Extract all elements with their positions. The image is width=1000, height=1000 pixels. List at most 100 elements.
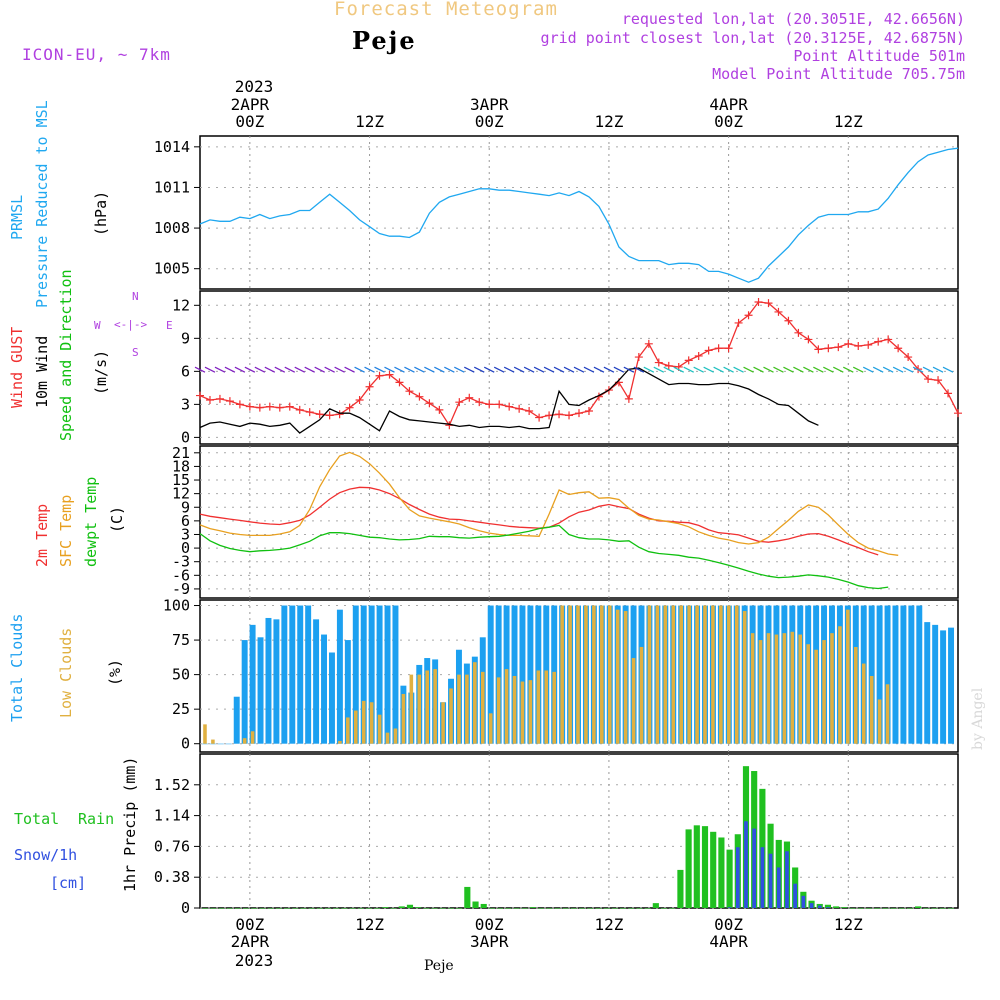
bar-low-clouds <box>742 611 747 744</box>
bar-total-clouds <box>257 637 264 744</box>
axis-date-label: 3APR <box>469 932 509 951</box>
wind-direction-arrow <box>463 366 475 373</box>
bar-total-clouds <box>948 627 955 744</box>
gust-marker <box>894 344 903 353</box>
model-altitude: Model Point Altitude 705.75m <box>712 65 965 83</box>
bar-total-rain <box>447 908 455 909</box>
bar-snow-1h <box>744 821 748 908</box>
wind-direction-arrow <box>553 366 565 373</box>
bar-low-clouds <box>401 693 406 744</box>
gust-marker <box>435 405 444 414</box>
gust-marker <box>704 346 713 355</box>
wind-direction-arrow <box>533 366 545 373</box>
wind-direction-arrow <box>743 366 754 373</box>
bar-total-rain <box>874 908 881 909</box>
bar-total-rain <box>456 908 463 909</box>
bar-total-clouds <box>368 605 375 744</box>
bar-low-clouds <box>449 688 453 744</box>
wind-direction-arrow <box>673 366 685 373</box>
bar-low-clouds <box>861 663 866 744</box>
gust-marker <box>196 391 204 400</box>
bar-low-clouds <box>814 649 818 744</box>
bar-low-clouds <box>711 605 715 744</box>
label-rain: Rain <box>78 810 115 828</box>
bar-snow-1h <box>776 867 781 908</box>
wind-direction-arrow <box>763 366 774 373</box>
gust-marker <box>584 406 593 415</box>
gust-marker <box>235 400 244 409</box>
bar-total-clouds <box>241 640 248 744</box>
bar-low-clouds <box>600 605 604 744</box>
bar-low-clouds <box>361 700 366 744</box>
wind-direction-arrow <box>374 366 385 373</box>
bar-total-rain <box>931 908 938 909</box>
bar-total-rain <box>431 908 438 909</box>
axis-hour-label: 00Z <box>474 915 504 934</box>
bar-low-clouds <box>592 605 596 744</box>
bar-low-clouds <box>734 605 739 744</box>
gust-marker <box>764 299 773 308</box>
gust-marker <box>744 311 753 320</box>
bar-total-rain <box>939 908 946 909</box>
gust-marker <box>385 370 394 379</box>
panel-frame <box>199 290 959 445</box>
panel-frame <box>199 135 959 290</box>
bar-low-clouds <box>631 658 636 744</box>
y-tick-label: 100 <box>163 597 190 615</box>
wind-direction-arrow <box>264 366 276 373</box>
bar-total-rain <box>357 908 364 909</box>
bar-snow-1h <box>801 895 806 908</box>
axis-date-label: 4APR <box>709 95 748 114</box>
bar-total-clouds <box>209 743 216 745</box>
gust-marker <box>205 395 214 404</box>
bar-total-rain <box>636 908 643 909</box>
bar-low-clouds <box>615 609 620 744</box>
bar-total-rain <box>308 908 315 909</box>
bar-total-clouds <box>297 605 304 744</box>
bar-total-clouds <box>328 652 335 744</box>
wind-direction-arrow <box>773 366 784 373</box>
wind-direction-arrow <box>922 366 934 373</box>
bar-low-clouds <box>695 605 699 744</box>
bar-total-clouds <box>336 609 343 744</box>
bar-total-clouds <box>233 696 240 744</box>
series-dewpt-temp <box>199 524 889 590</box>
bar-low-clouds <box>719 605 723 744</box>
bar-low-clouds <box>457 674 461 744</box>
axis-hour-label: 12Z <box>833 112 863 131</box>
bar-total-rain <box>587 908 594 909</box>
bar-total-rain <box>275 908 282 909</box>
wind-direction-arrow <box>523 366 535 373</box>
bar-total-rain <box>423 908 430 909</box>
bar-total-clouds <box>940 630 947 744</box>
bar-total-rain <box>628 908 635 909</box>
bar-total-clouds <box>916 605 923 744</box>
wind-direction-arrow <box>593 366 605 373</box>
y-tick-label: 0.76 <box>154 837 190 855</box>
gust-marker <box>804 335 813 344</box>
bar-total-rain <box>202 908 209 909</box>
bar-snow-1h <box>793 883 798 908</box>
gust-marker <box>515 404 524 413</box>
bar-low-clouds <box>353 710 358 744</box>
bar-total-rain <box>595 908 602 909</box>
gust-marker <box>225 397 234 406</box>
gust-marker <box>624 394 633 403</box>
panel-wind: 0 3 6 9 12 <box>172 290 962 446</box>
wind-direction-arrow <box>852 366 864 373</box>
wind-direction-arrow <box>862 366 874 373</box>
y-tick-label: 50 <box>172 666 190 684</box>
wind-direction-arrow <box>623 366 635 373</box>
gust-marker <box>535 413 544 422</box>
gust-marker <box>415 392 424 401</box>
wind-direction-arrow <box>454 366 465 373</box>
bar-low-clouds <box>520 681 525 744</box>
bar-total-rain <box>439 908 446 909</box>
wind-direction-arrow <box>473 366 485 373</box>
bar-low-clouds <box>750 633 755 744</box>
axis-hour-label: 12Z <box>355 112 384 131</box>
bar-total-rain <box>554 908 561 909</box>
y-tick-label: 0 <box>181 428 190 446</box>
place-name: Peje <box>352 26 417 55</box>
wind-direction-arrow <box>783 366 794 373</box>
